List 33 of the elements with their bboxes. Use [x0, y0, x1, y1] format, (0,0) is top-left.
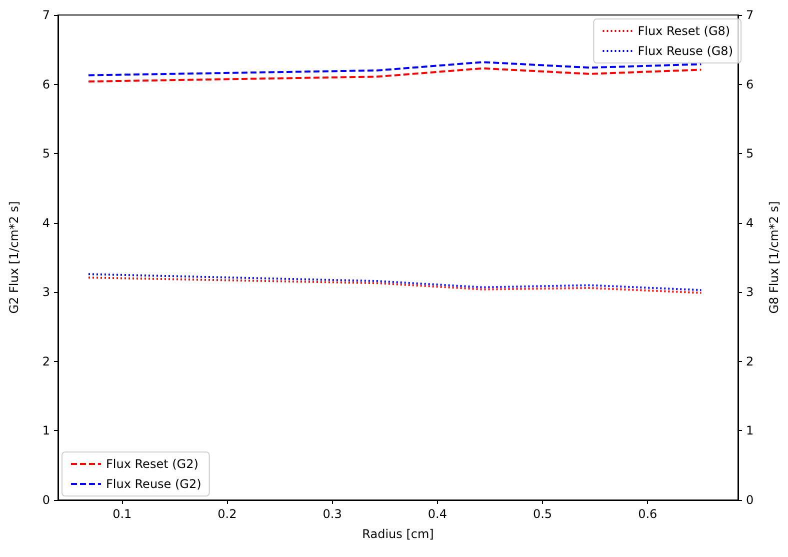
line-series	[87, 67, 702, 83]
x-tick-label: 0.1	[112, 507, 132, 521]
x-axis-title: Radius [cm]	[362, 527, 434, 541]
y2-tick-label: 6	[746, 77, 754, 92]
y-tick-label: 0	[42, 493, 50, 507]
line-series	[87, 61, 702, 76]
legend-label: Flux Reset (G8)	[638, 24, 730, 38]
line-series	[87, 273, 702, 292]
x-tick-label: 0.5	[532, 507, 552, 521]
y2-tick-label: 0	[746, 493, 754, 507]
line-series	[87, 276, 702, 294]
y2-tick-label: 7	[746, 8, 754, 22]
y-tick-label: 4	[42, 216, 50, 230]
y2-axis-title: G8 Flux [1/cm*2 s]	[767, 201, 781, 314]
x-tick-label: 0.6	[638, 507, 658, 521]
y2-tick-label: 5	[746, 146, 754, 161]
legend-label: Flux Reuse (G2)	[106, 477, 202, 491]
y-tick-label: 3	[42, 285, 50, 300]
y2-tick-label: 2	[746, 354, 754, 368]
legend-label: Flux Reuse (G8)	[638, 44, 734, 58]
y-axis-title: G2 Flux [1/cm*2 s]	[7, 201, 21, 314]
legend-label: Flux Reset (G2)	[106, 457, 198, 471]
y2-tick-label: 1	[746, 424, 754, 438]
x-tick-label: 0.2	[218, 507, 237, 521]
y2-tick-label: 3	[746, 285, 754, 300]
x-tick-label: 0.3	[322, 507, 342, 521]
y-tick-label: 5	[42, 146, 50, 161]
y-tick-label: 6	[42, 77, 50, 92]
x-tick-label: 0.4	[428, 507, 447, 521]
y-tick-label: 1	[42, 424, 50, 438]
y-tick-label: 2	[42, 354, 50, 368]
y-tick-label: 7	[42, 8, 50, 22]
y2-tick-label: 4	[746, 216, 754, 230]
